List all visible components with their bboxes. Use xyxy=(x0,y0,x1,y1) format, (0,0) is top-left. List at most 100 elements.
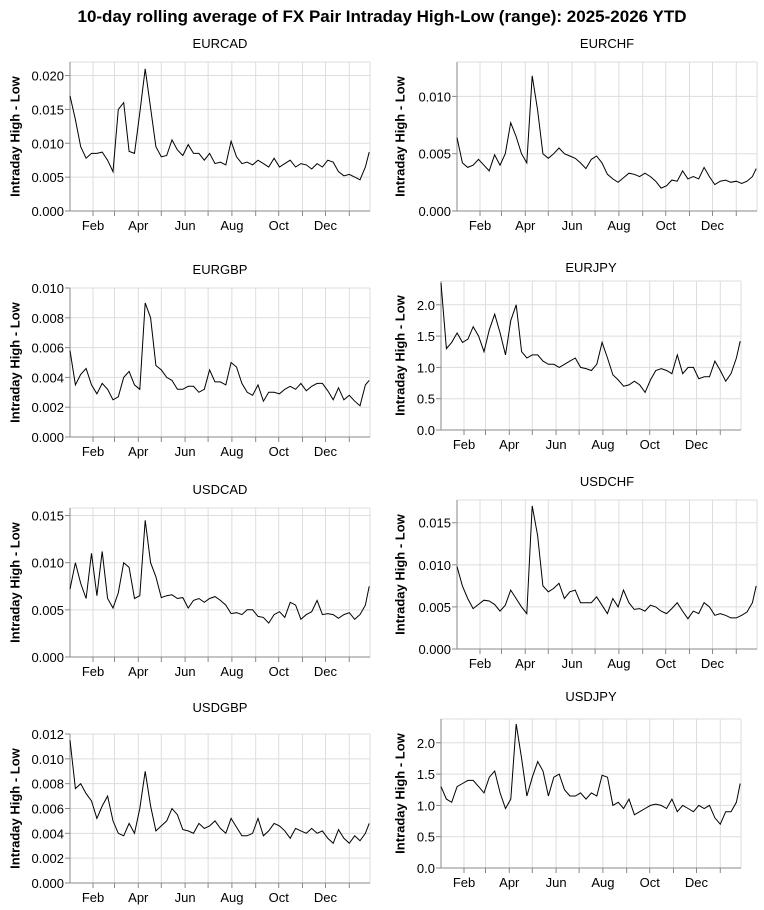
panel-eurchf: 0.000 0.005 0.010 Feb Apr Jun Aug Oct Dec EURCHF I… xyxy=(392,36,758,233)
y-tick-label: 0.000 xyxy=(418,204,451,219)
series-line-eurcad xyxy=(69,68,370,181)
panel-usdchf: 0.000 0.005 0.010 0.015 Feb Apr Jun Aug Oct Dec US… xyxy=(392,474,758,671)
series-line-eurchf xyxy=(456,75,757,189)
y-tick-label: 0.010 xyxy=(31,136,64,151)
x-tick-label: Jun xyxy=(546,875,567,890)
y-tick-label: 0.010 xyxy=(418,89,451,104)
y-tick-label: 0.0 xyxy=(417,423,435,438)
y-tick-label: 1.0 xyxy=(417,798,435,813)
x-tick-label: Feb xyxy=(469,218,491,233)
x-tick-label: Aug xyxy=(220,444,243,459)
x-tick-label: Oct xyxy=(640,875,661,890)
x-tick-label: Feb xyxy=(82,664,104,679)
panel-eurjpy: 0.0 0.5 1.0 1.5 2.0 Feb Apr Jun Aug Oct Dec EURJPY I… xyxy=(392,260,742,452)
y-tick-label: 0.005 xyxy=(31,603,64,618)
y-tick-label: 0.5 xyxy=(417,392,435,407)
y-tick-label: 1.0 xyxy=(417,360,435,375)
y-tick-label: 0.008 xyxy=(31,311,64,326)
x-tick-label: Jun xyxy=(562,218,583,233)
x-tick-label: Oct xyxy=(656,656,677,671)
x-tick-label: Aug xyxy=(220,218,243,233)
x-tick-label: Jun xyxy=(562,656,583,671)
series-line-usdjpy xyxy=(440,723,741,826)
x-tick-label: Dec xyxy=(314,664,338,679)
x-tick-label: Jun xyxy=(175,218,196,233)
x-tick-label: Aug xyxy=(220,664,243,679)
x-tick-label: Apr xyxy=(128,664,149,679)
x-tick-label: Aug xyxy=(220,890,243,905)
y-tick-label: 0.010 xyxy=(31,556,64,571)
y-tick-label: 0.008 xyxy=(31,777,64,792)
panel-title: USDGBP xyxy=(193,700,248,715)
x-tick-label: Dec xyxy=(685,437,709,452)
y-tick-label: 0.5 xyxy=(417,830,435,845)
x-tick-label: Oct xyxy=(640,437,661,452)
panel-usdcad: 0.000 0.005 0.010 0.015 Feb Apr Jun Aug Oct Dec US… xyxy=(7,482,371,679)
y-tick-label: 0.004 xyxy=(31,370,64,385)
y-tick-label: 0.010 xyxy=(31,281,64,296)
x-tick-label: Apr xyxy=(515,218,536,233)
y-tick-label: 2.0 xyxy=(417,736,435,751)
y-tick-label: 0.002 xyxy=(31,851,64,866)
y-tick-label: 0.005 xyxy=(418,147,451,162)
y-axis-label: Intraday High - Low xyxy=(392,513,407,635)
x-tick-label: Oct xyxy=(269,444,290,459)
series-line-eurgbp xyxy=(69,302,370,407)
panel-title: USDCAD xyxy=(193,482,248,497)
x-tick-label: Apr xyxy=(128,890,149,905)
y-tick-label: 2.0 xyxy=(417,298,435,313)
x-tick-label: Feb xyxy=(453,875,475,890)
y-tick-label: 0.015 xyxy=(31,509,64,524)
x-tick-label: Feb xyxy=(453,437,475,452)
y-tick-label: 0.010 xyxy=(31,752,64,767)
x-tick-label: Oct xyxy=(269,890,290,905)
x-tick-label: Apr xyxy=(128,218,149,233)
y-tick-label: 0.002 xyxy=(31,400,64,415)
x-tick-label: Apr xyxy=(515,656,536,671)
x-tick-label: Oct xyxy=(269,664,290,679)
y-tick-label: 0.006 xyxy=(31,341,64,356)
x-tick-label: Oct xyxy=(656,218,677,233)
panel-title: USDJPY xyxy=(565,689,617,704)
x-tick-label: Jun xyxy=(546,437,567,452)
x-tick-label: Feb xyxy=(469,656,491,671)
x-tick-label: Dec xyxy=(701,656,725,671)
x-tick-label: Feb xyxy=(82,444,104,459)
panel-eurgbp: 0.000 0.002 0.004 0.006 0.008 0.010 Feb Apr Jun A… xyxy=(7,262,371,459)
x-tick-label: Apr xyxy=(499,875,520,890)
x-tick-label: Aug xyxy=(591,437,614,452)
y-tick-label: 0.012 xyxy=(31,727,64,742)
x-tick-label: Apr xyxy=(499,437,520,452)
y-tick-label: 0.000 xyxy=(418,642,451,657)
x-tick-label: Apr xyxy=(128,444,149,459)
series-line-usdchf xyxy=(456,505,757,620)
y-axis-label: Intraday High - Low xyxy=(392,75,407,197)
series-line-usdgbp xyxy=(69,740,370,845)
panel-title: EURCHF xyxy=(580,36,634,51)
x-tick-label: Oct xyxy=(269,218,290,233)
y-tick-label: 0.010 xyxy=(418,558,451,573)
x-tick-label: Dec xyxy=(314,218,338,233)
y-tick-label: 0.000 xyxy=(31,650,64,665)
y-tick-label: 1.5 xyxy=(417,767,435,782)
x-tick-label: Feb xyxy=(82,890,104,905)
y-tick-label: 0.000 xyxy=(31,430,64,445)
panel-title: EURGBP xyxy=(193,262,248,277)
y-axis-label: Intraday High - Low xyxy=(7,75,22,197)
x-tick-label: Aug xyxy=(607,218,630,233)
y-axis-label: Intraday High - Low xyxy=(392,732,407,854)
y-tick-label: 0.015 xyxy=(418,516,451,531)
x-tick-label: Dec xyxy=(701,218,725,233)
y-axis-label: Intraday High - Low xyxy=(7,301,22,423)
panel-usdgbp: 0.000 0.002 0.004 0.006 0.008 0.010 0.012 Feb Ap… xyxy=(7,700,371,905)
x-tick-label: Jun xyxy=(175,664,196,679)
y-tick-label: 0.006 xyxy=(31,802,64,817)
panel-title: USDCHF xyxy=(580,474,634,489)
x-tick-label: Dec xyxy=(685,875,709,890)
y-tick-label: 0.004 xyxy=(31,826,64,841)
x-tick-label: Aug xyxy=(607,656,630,671)
y-axis-label: Intraday High - Low xyxy=(392,294,407,416)
x-tick-label: Dec xyxy=(314,444,338,459)
panel-title: EURJPY xyxy=(565,260,617,275)
